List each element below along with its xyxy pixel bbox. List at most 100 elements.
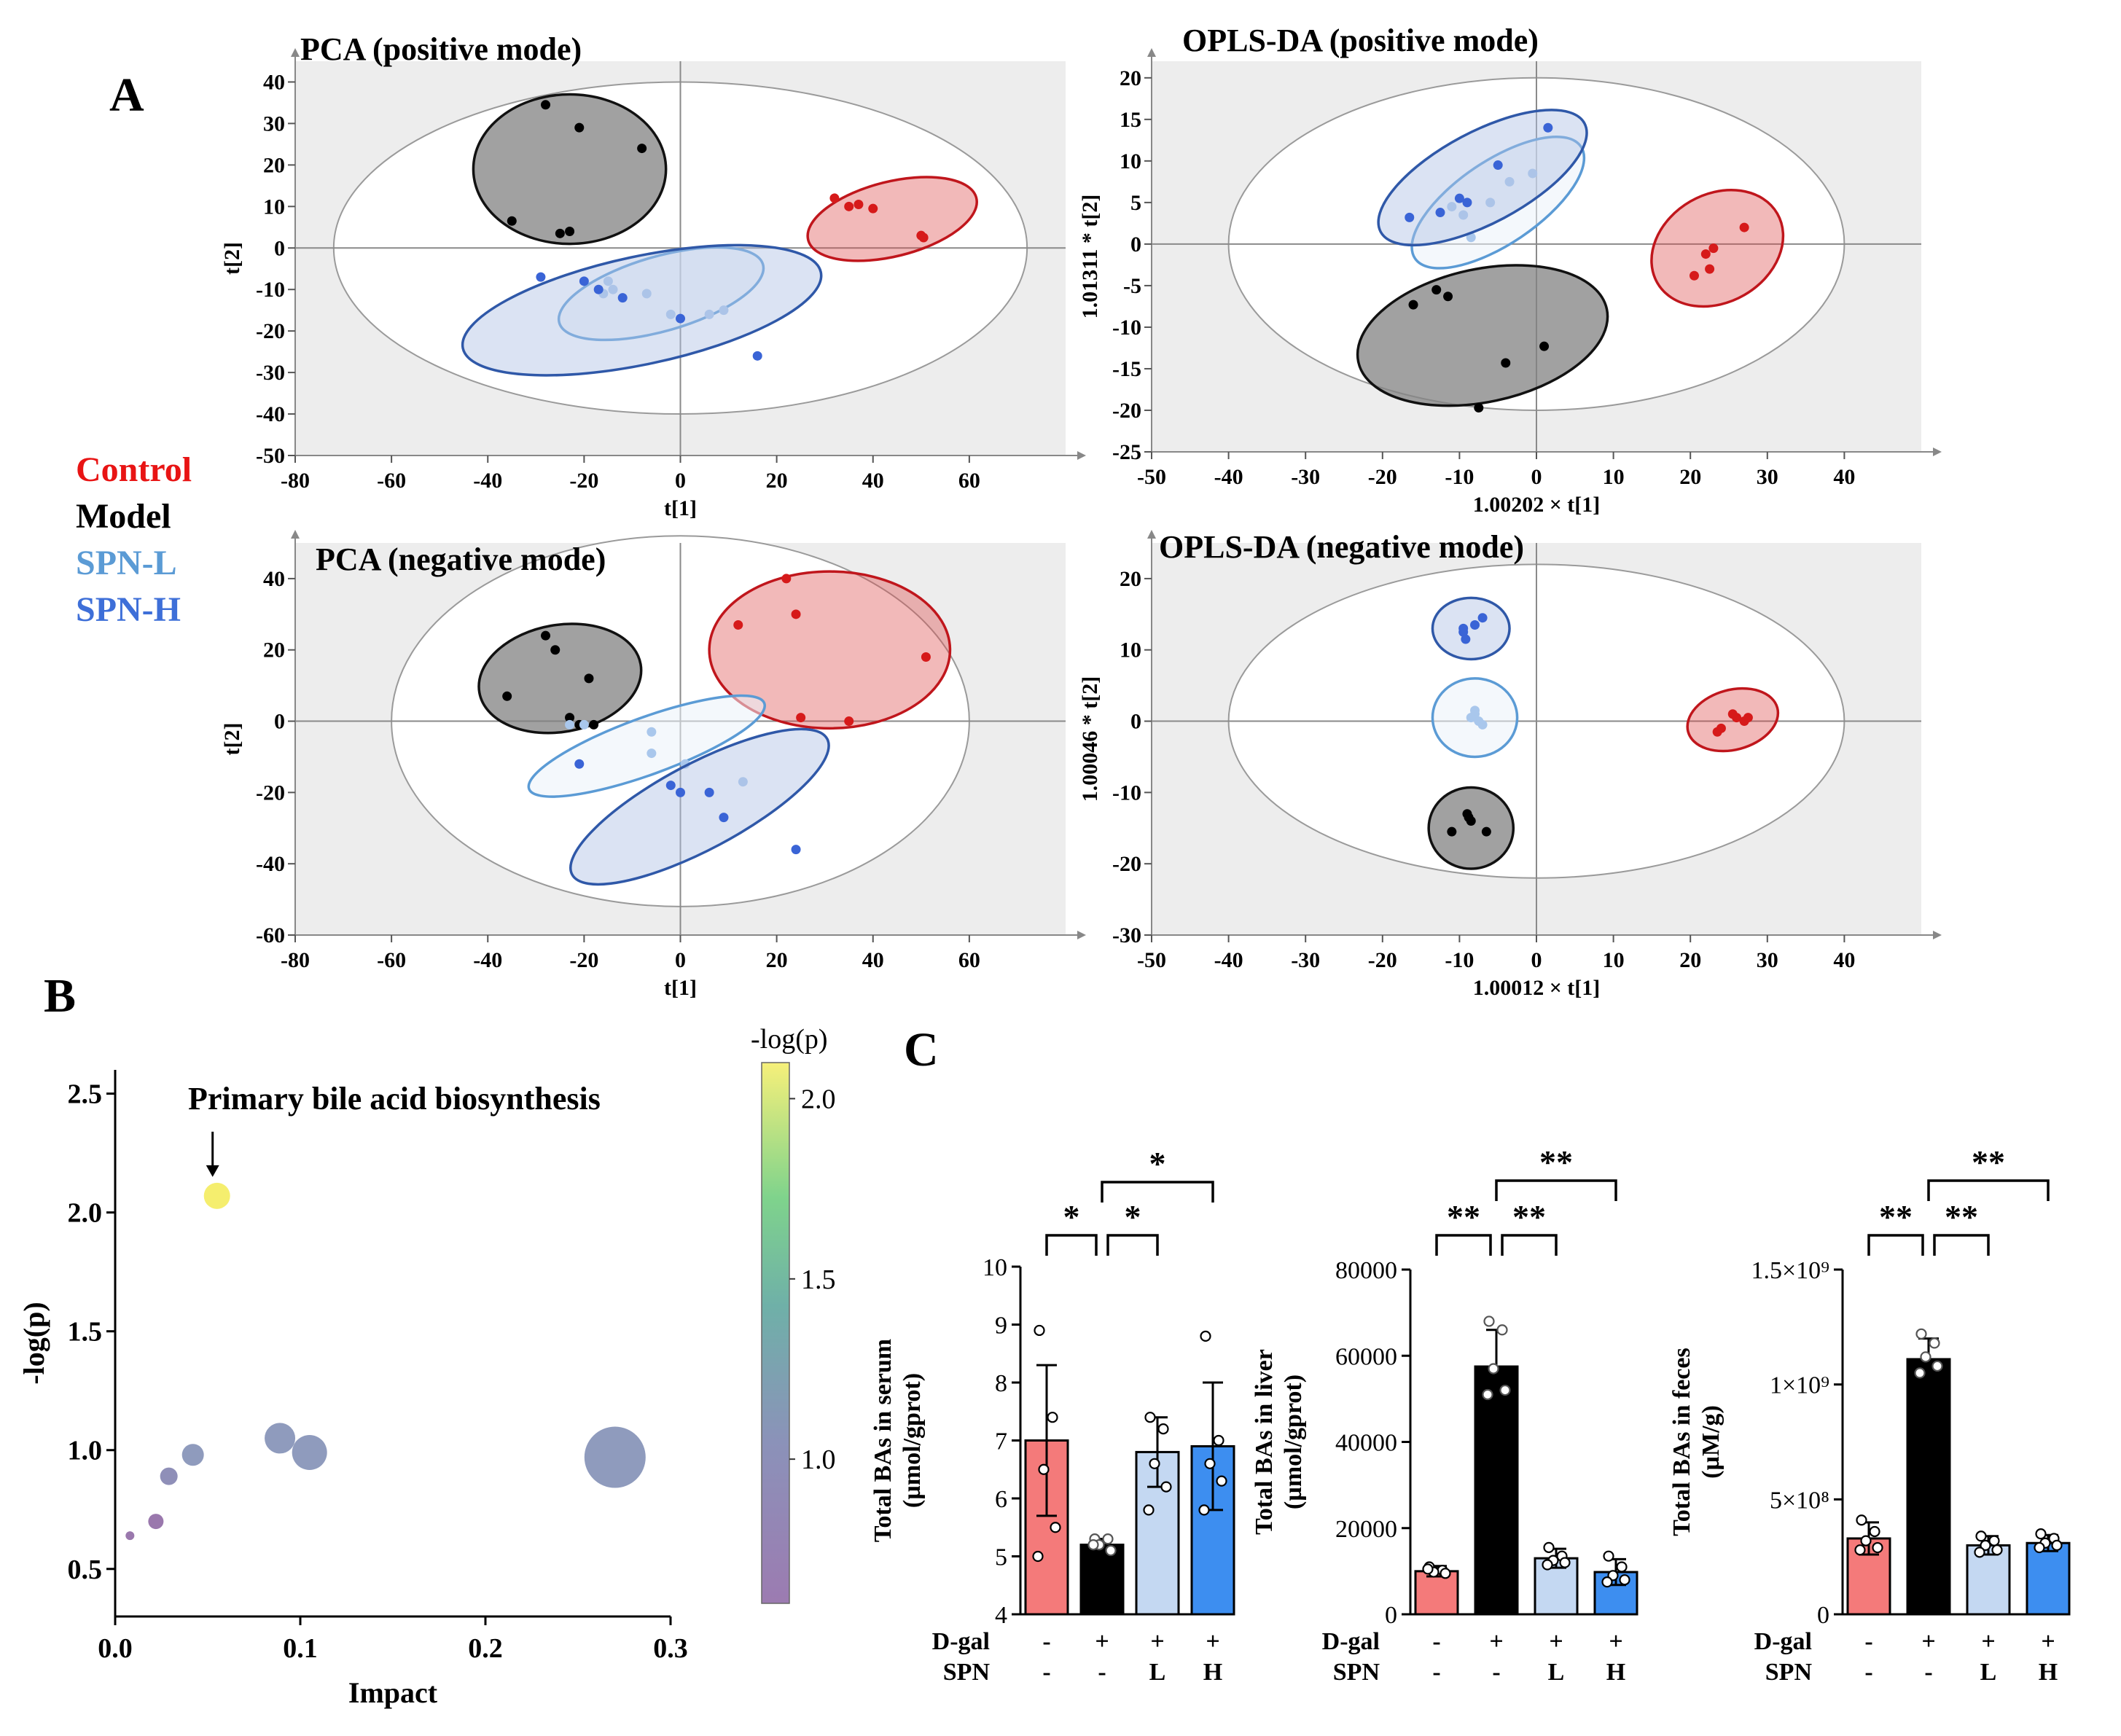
point-spn-h: [1470, 619, 1480, 630]
data-point: [1213, 1434, 1224, 1447]
spn-value: L: [1548, 1659, 1565, 1686]
y-tick-label: -20: [1112, 852, 1141, 876]
data-point: [1149, 1458, 1160, 1469]
y-tick-label: 20: [1120, 66, 1141, 90]
point-spn-l: [565, 719, 575, 730]
y-tick-label: 80000: [1335, 1257, 1397, 1284]
y-axis-arrow: [1147, 530, 1156, 539]
point-spn-l: [1485, 198, 1496, 208]
group-ellipse-control: [806, 176, 978, 262]
group-ellipse-model: [1356, 264, 1609, 407]
y-axis-label: 1.01311 * t[2]: [1078, 195, 1102, 319]
y-tick-label: -40: [256, 402, 285, 426]
row-label-spn: SPN: [943, 1659, 991, 1686]
point-model: [1481, 826, 1491, 837]
point-model: [1431, 285, 1442, 295]
row-label-dgal: D-gal: [932, 1628, 990, 1655]
data-point: [2051, 1539, 2063, 1551]
significance-label: **: [1447, 1198, 1480, 1235]
spn-value: -: [1492, 1659, 1500, 1686]
point-control: [854, 199, 864, 209]
x-axis-arrow: [1077, 451, 1086, 460]
chart-title: PCA (negative mode): [316, 541, 606, 577]
bar-model: [1079, 1544, 1125, 1616]
data-point: [1034, 1324, 1045, 1337]
data-point: [1482, 1388, 1493, 1401]
x-tick-label: 0.1: [283, 1633, 318, 1664]
x-axis-arrow: [1077, 931, 1086, 939]
group-ellipse-spn-l: [527, 694, 766, 798]
data-point: [2034, 1541, 2045, 1554]
point-spn-h: [574, 759, 585, 769]
point-spn-h: [676, 787, 685, 797]
point-spn-h: [593, 284, 604, 294]
y-tick-label: 5: [1130, 191, 1141, 215]
annotation-arrow-head: [206, 1165, 219, 1177]
point-spn-h: [665, 781, 676, 791]
data-point: [1559, 1557, 1571, 1568]
x-axis-arrow: [1933, 931, 1942, 939]
point-spn-h: [617, 293, 628, 303]
x-tick-label: 0: [675, 948, 686, 972]
point-spn-l: [719, 305, 729, 316]
colorbar: [761, 1062, 790, 1604]
group-ellipse-model: [477, 622, 643, 735]
data-point: [1483, 1315, 1495, 1327]
point-spn-h: [579, 276, 589, 286]
point-model: [565, 226, 575, 236]
y-tick-label: 9: [995, 1313, 1007, 1340]
significance-bracket: [1101, 1181, 1214, 1203]
point-spn-l: [647, 748, 657, 759]
point-spn-l: [608, 284, 618, 294]
bubble: [203, 1182, 230, 1209]
y-axis-arrow: [291, 530, 300, 539]
y-tick-label: 15: [1120, 108, 1141, 132]
x-axis-label: t[1]: [664, 496, 697, 520]
point-spn-l: [647, 727, 657, 737]
significance-bracket: [1933, 1234, 1990, 1256]
y-tick-label: 8: [995, 1370, 1007, 1397]
chart-opls-da-positive: -50 -40 -30 -20 -10 0 10 20 30 40 20 15 10 5 0 -5 -10 -15…: [1078, 23, 1942, 517]
x-tick-label: 0: [675, 469, 686, 493]
dgal-value: +: [1489, 1628, 1503, 1655]
y-tick-label: 4: [995, 1602, 1007, 1629]
legend-spn-l: SPN-L: [76, 544, 177, 582]
x-tick-label: -20: [1368, 465, 1397, 489]
y-tick-label: 0: [1385, 1602, 1397, 1629]
data-point: [1157, 1423, 1169, 1435]
x-tick-label: 20: [766, 948, 788, 972]
x-tick-label: 40: [862, 948, 884, 972]
group-ellipse-model: [1427, 786, 1515, 870]
data-point: [1198, 1504, 1210, 1516]
data-point: [1601, 1576, 1613, 1588]
point-control: [844, 201, 854, 211]
chart-title: PCA (positive mode): [300, 31, 582, 67]
group-ellipse-spn-h: [1431, 596, 1511, 661]
point-spn-h: [704, 787, 714, 797]
significance-bracket: [1435, 1234, 1492, 1256]
chart-liver-bas: 0 20000 40000 60000 80000 - - + - + L + H D-gal SPN ** *…: [1251, 1143, 1638, 1686]
data-point: [1102, 1533, 1114, 1545]
y-tick-label: 7: [995, 1428, 1007, 1455]
x-tick-label: -30: [1291, 948, 1320, 972]
point-spn-h: [676, 313, 685, 324]
bar-model: [1906, 1358, 1951, 1616]
point-model: [637, 144, 647, 154]
bubble: [148, 1514, 164, 1530]
x-tick-label: 10: [1603, 948, 1625, 972]
data-point: [1988, 1535, 2000, 1547]
y-axis-label-line: (µmol/gprot): [1280, 1375, 1307, 1509]
data-point: [1087, 1539, 1099, 1551]
point-control: [918, 232, 929, 243]
bubble: [160, 1467, 178, 1485]
x-tick-label: -60: [377, 948, 406, 972]
y-axis-label: -log(p): [17, 1302, 50, 1384]
point-spn-l: [1466, 713, 1476, 723]
data-point: [1616, 1561, 1628, 1573]
y-tick-label: -15: [1112, 357, 1141, 381]
data-point: [1542, 1559, 1553, 1571]
x-tick-label: 20: [1679, 948, 1701, 972]
bar-control: [1414, 1570, 1459, 1616]
